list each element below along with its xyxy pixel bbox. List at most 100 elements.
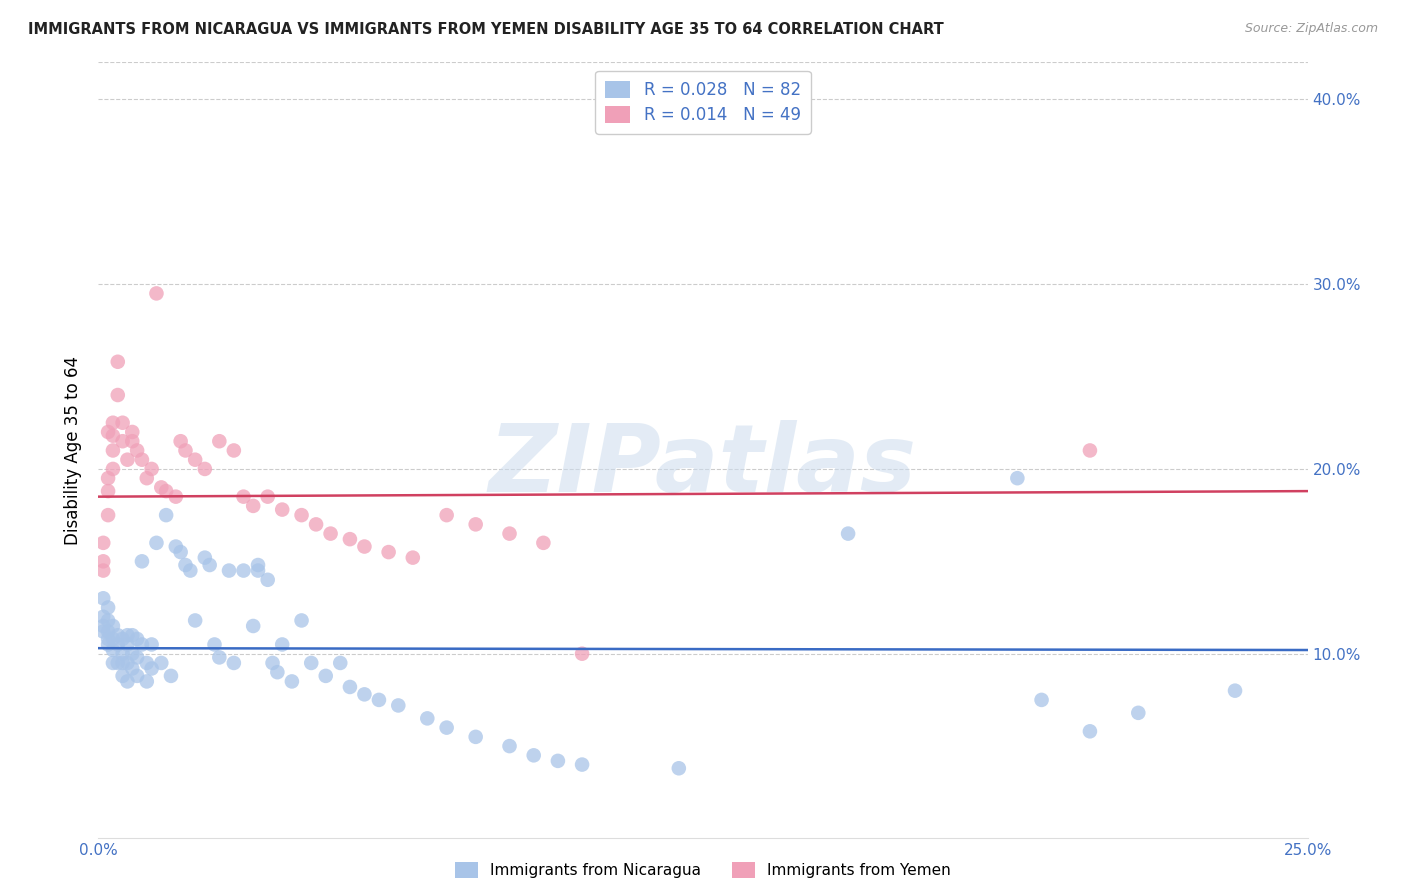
Point (97, 471, 120, 485)
Point (131, 638, 153, 652)
Point (111, 647, 134, 661)
Point (436, 508, 458, 523)
Point (339, 680, 361, 694)
Point (169, 434, 191, 449)
Text: ZIPatlas: ZIPatlas (489, 420, 917, 512)
Point (131, 554, 153, 568)
Point (262, 656, 284, 670)
Point (117, 674, 139, 689)
Point (117, 656, 139, 670)
Point (107, 656, 129, 670)
Point (141, 462, 163, 476)
Point (290, 508, 312, 523)
Point (107, 638, 129, 652)
Point (1031, 693, 1053, 707)
Point (837, 526, 859, 541)
Point (271, 502, 294, 516)
Point (111, 434, 134, 449)
Point (339, 532, 361, 546)
Point (387, 698, 409, 713)
Point (91, 619, 114, 633)
Point (121, 661, 143, 675)
Point (208, 650, 231, 665)
Point (107, 355, 129, 369)
Point (1223, 683, 1246, 698)
Point (101, 428, 124, 442)
Text: IMMIGRANTS FROM NICARAGUA VS IMMIGRANTS FROM YEMEN DISABILITY AGE 35 TO 64 CORRE: IMMIGRANTS FROM NICARAGUA VS IMMIGRANTS … (28, 22, 943, 37)
Point (222, 656, 245, 670)
Point (101, 619, 124, 633)
Text: Source: ZipAtlas.com: Source: ZipAtlas.com (1244, 22, 1378, 36)
Point (299, 656, 322, 670)
Point (150, 480, 173, 494)
Point (150, 656, 173, 670)
Point (242, 499, 264, 513)
Point (198, 558, 221, 572)
Point (97, 632, 120, 646)
Point (107, 628, 129, 642)
Point (101, 416, 124, 430)
Point (266, 665, 288, 680)
Point (232, 564, 254, 578)
Point (97, 638, 120, 652)
Point (101, 656, 124, 670)
Point (184, 452, 207, 467)
Point (141, 661, 163, 675)
Point (111, 416, 134, 430)
Point (97, 614, 120, 628)
Point (368, 693, 391, 707)
Point (97, 600, 120, 615)
Point (107, 388, 129, 402)
Point (247, 558, 270, 572)
Point (436, 721, 458, 735)
Point (101, 443, 124, 458)
Point (131, 452, 153, 467)
Point (135, 471, 157, 485)
Y-axis label: Disability Age 35 to 64: Disability Age 35 to 64 (65, 356, 83, 545)
Point (117, 638, 139, 652)
Legend: Immigrants from Nicaragua, Immigrants from Yemen: Immigrants from Nicaragua, Immigrants fr… (449, 856, 957, 884)
Point (127, 650, 149, 665)
Point (91, 536, 114, 550)
Point (121, 434, 143, 449)
Point (135, 674, 157, 689)
Point (377, 545, 399, 559)
Point (184, 614, 207, 628)
Point (117, 628, 139, 642)
Point (91, 624, 114, 639)
Point (91, 609, 114, 624)
Point (174, 443, 197, 458)
Point (155, 484, 177, 499)
Point (204, 638, 226, 652)
Point (145, 286, 167, 301)
Point (329, 656, 352, 670)
Point (353, 687, 375, 701)
Point (281, 674, 304, 689)
Point (416, 711, 439, 725)
Point (464, 730, 486, 744)
Point (498, 526, 520, 541)
Point (232, 490, 254, 504)
Point (121, 628, 143, 642)
Point (145, 536, 167, 550)
Point (547, 754, 569, 768)
Point (97, 484, 120, 499)
Point (121, 647, 143, 661)
Point (127, 443, 149, 458)
Point (271, 638, 294, 652)
Point (353, 540, 375, 554)
Point (290, 614, 312, 628)
Point (464, 517, 486, 532)
Point (97, 508, 120, 523)
Point (498, 739, 520, 753)
Point (165, 540, 187, 554)
Point (668, 761, 690, 775)
Point (571, 647, 593, 661)
Point (531, 536, 554, 550)
Point (111, 656, 134, 670)
Point (91, 554, 114, 568)
Point (101, 462, 124, 476)
Point (1078, 724, 1101, 739)
Point (194, 550, 217, 565)
Legend: R = 0.028   N = 82, R = 0.014   N = 49: R = 0.028 N = 82, R = 0.014 N = 49 (595, 70, 811, 134)
